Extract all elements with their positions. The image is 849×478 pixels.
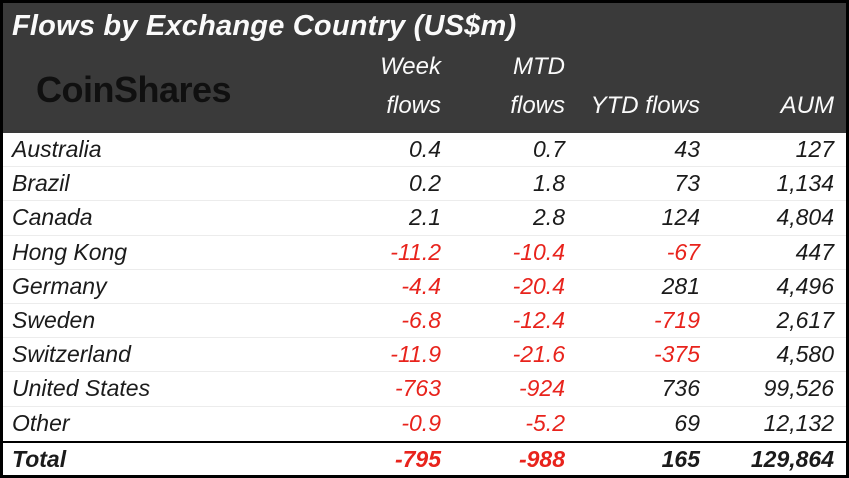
table-row-hong-kong: Hong Kong -11.2 -10.4 -67 447 [3,236,846,270]
table-row-sweden: Sweden -6.8 -12.4 -719 2,617 [3,304,846,339]
aum-value: 2,617 [776,307,834,334]
aum-value: 4,496 [776,272,834,299]
week-flows-value: 2.1 [409,204,441,231]
week-flows-value: 0.2 [409,170,441,197]
table-row-other: Other -0.9 -5.2 69 12,132 [3,407,846,441]
table-row-total: Total -795 -988 165 129,864 [3,440,846,475]
country-label: Brazil [12,170,70,197]
table-row-brazil: Brazil 0.2 1.8 73 1,134 [3,167,846,202]
country-label: Sweden [12,307,96,334]
country-label: Germany [12,272,107,299]
aum-value: 127 [795,136,834,163]
aum-value: 12,132 [763,410,834,437]
country-label: Switzerland [12,341,131,368]
country-label: Canada [12,204,93,231]
ytd-flows-value: 281 [661,272,700,299]
ytd-flows-value: -719 [653,307,700,334]
column-header-row: CoinShares Week flows MTD flows YTD flow… [3,43,846,133]
aum-value: 4,580 [776,341,834,368]
mtd-flows-value: 2.8 [533,204,565,231]
total-mtd-flows-value: -988 [518,446,565,473]
country-label: Australia [12,136,102,163]
ytd-flows-value: 124 [661,204,700,231]
country-label: United States [12,375,151,402]
column-header-mtd-line1: MTD [513,53,565,80]
week-flows-value: -6.8 [401,307,441,334]
column-header-ytd-flows: YTD flows [590,92,700,119]
week-flows-value: -11.2 [390,238,441,265]
column-header-week-line1: Week [380,53,441,80]
week-flows-value: -0.9 [401,410,441,437]
column-header-week-line2: flows [386,92,441,119]
column-header-week-flows: Week flows [303,47,441,125]
week-flows-value: 0.4 [409,136,441,163]
mtd-flows-value: -5.2 [525,410,565,437]
table-row-united-states: United States -763 -924 736 99,526 [3,372,846,407]
total-ytd-flows-value: 165 [661,446,700,473]
total-week-flows-value: -795 [394,446,441,473]
country-label: Hong Kong [12,238,128,265]
table-row-australia: Australia 0.4 0.7 43 127 [3,133,846,168]
column-header-mtd-line2: flows [510,92,565,119]
ytd-flows-value: -67 [666,238,700,265]
ytd-flows-value: 736 [661,375,700,402]
week-flows-value: -4.4 [401,272,441,299]
total-aum-value: 129,864 [750,446,834,473]
mtd-flows-value: 1.8 [533,170,565,197]
table-header: Flows by Exchange Country (US$m) CoinSha… [3,3,846,133]
table-row-canada: Canada 2.1 2.8 124 4,804 [3,201,846,236]
page-title: Flows by Exchange Country (US$m) [12,10,517,42]
mtd-flows-value: -12.4 [512,307,565,334]
mtd-flows-value: -20.4 [512,272,565,299]
aum-value: 99,526 [763,375,834,402]
table-body: Australia 0.4 0.7 43 127 Brazil 0.2 1.8 … [3,133,846,475]
mtd-flows-value: -21.6 [512,341,565,368]
week-flows-value: -763 [394,375,441,402]
column-header-aum: AUM [780,92,834,119]
mtd-flows-value: -924 [518,375,565,402]
column-header-mtd-flows: MTD flows [441,47,565,125]
aum-value: 1,134 [776,170,834,197]
mtd-flows-value: 0.7 [533,136,565,163]
total-label: Total [12,446,67,473]
coinshares-logo: CoinShares [36,69,232,110]
table-row-germany: Germany -4.4 -20.4 281 4,496 [3,270,846,304]
ytd-flows-value: 73 [674,170,700,197]
aum-value: 447 [795,238,834,265]
ytd-flows-value: -375 [653,341,700,368]
ytd-flows-value: 43 [674,136,700,163]
aum-value: 4,804 [776,204,834,231]
country-label: Other [12,410,70,437]
week-flows-value: -11.9 [390,341,441,368]
table-row-switzerland: Switzerland -11.9 -21.6 -375 4,580 [3,338,846,373]
mtd-flows-value: -10.4 [512,238,565,265]
ytd-flows-value: 69 [674,410,700,437]
